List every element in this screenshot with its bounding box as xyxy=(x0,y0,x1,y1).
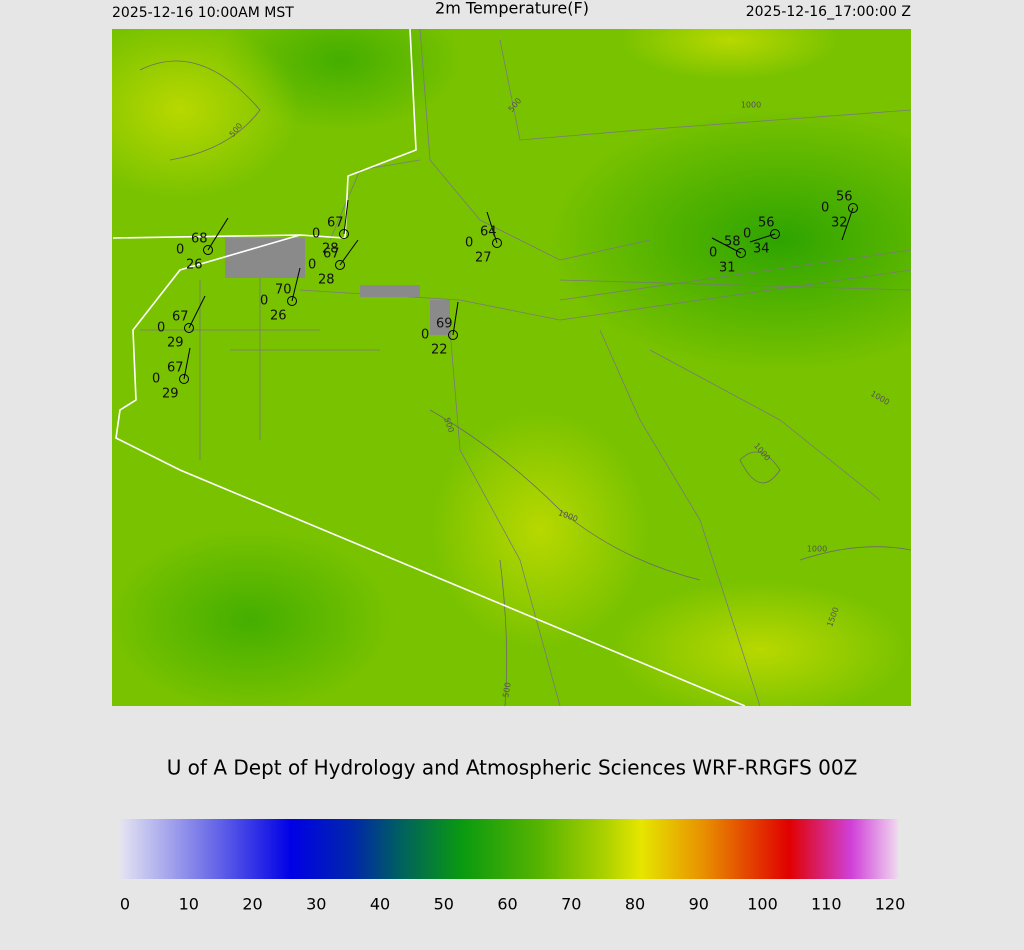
colorbar-tick-label: 10 xyxy=(179,895,199,914)
station-temperature: 56 xyxy=(758,216,775,231)
colorbar-tick-label: 80 xyxy=(625,895,645,914)
colorbar-tick-label: 100 xyxy=(747,895,778,914)
station-dewpoint: 29 xyxy=(167,336,184,351)
colorbar-tick-label: 50 xyxy=(434,895,454,914)
colorbar-tick-label: 110 xyxy=(811,895,842,914)
wind-barb xyxy=(291,267,301,302)
station-circle xyxy=(448,330,458,340)
valid-local: 2025-12-16 10:00AM MST xyxy=(112,5,294,21)
contour-label: 1000 xyxy=(807,545,827,554)
map-title: 2m Temperature(F) xyxy=(435,0,589,18)
station-circle xyxy=(339,229,349,239)
station-circle xyxy=(179,374,189,384)
station-dewpoint: 27 xyxy=(475,251,492,266)
colorbar-tick-label: 40 xyxy=(370,895,390,914)
station-pressure: 0 xyxy=(709,246,717,261)
station-dewpoint: 28 xyxy=(322,242,339,257)
station-pressure: 0 xyxy=(821,201,829,216)
wind-barb xyxy=(486,211,498,244)
station-circle xyxy=(287,296,297,306)
colorbar-tick-label: 20 xyxy=(242,895,262,914)
station-dewpoint: 28 xyxy=(318,273,335,288)
colorbar-tick-label: 90 xyxy=(689,895,709,914)
warm-area xyxy=(112,29,300,200)
contour-label: 1000 xyxy=(741,101,761,110)
station-dewpoint: 34 xyxy=(753,242,770,257)
wind-barb xyxy=(711,237,742,254)
station-pressure: 0 xyxy=(176,243,184,258)
cool-area xyxy=(112,530,390,706)
station-pressure: 0 xyxy=(260,294,268,309)
station-dewpoint: 26 xyxy=(186,258,203,273)
colorbar xyxy=(120,819,898,879)
colorbar-tick-label: 70 xyxy=(561,895,581,914)
warm-area xyxy=(610,580,910,706)
contours xyxy=(139,60,911,706)
station-pressure: 0 xyxy=(152,372,160,387)
station-pressure: 0 xyxy=(157,321,165,336)
roads xyxy=(140,29,911,706)
wind-barb xyxy=(188,295,206,329)
wind-barb xyxy=(183,347,191,380)
contour-label: 500 xyxy=(501,682,513,699)
station-pressure: 0 xyxy=(743,227,751,242)
station-temperature: 58 xyxy=(724,235,741,250)
warm-area xyxy=(430,410,650,650)
credit: U of A Dept of Hydrology and Atmospheric… xyxy=(167,756,858,780)
valid-utc: 2025-12-16_17:00:00 Z xyxy=(746,4,911,20)
station-circle xyxy=(203,245,213,255)
colorbar-tick-label: 0 xyxy=(120,895,130,914)
station-pressure: 0 xyxy=(312,227,320,242)
border xyxy=(112,29,746,706)
station-temperature: 67 xyxy=(172,310,189,325)
station-dewpoint: 32 xyxy=(831,216,848,231)
colorbar-tick-label: 60 xyxy=(497,895,517,914)
wind-barb xyxy=(339,239,359,266)
cool-area xyxy=(550,110,911,370)
colorbar-tick-label: 120 xyxy=(875,895,906,914)
station-dewpoint: 26 xyxy=(270,309,287,324)
station-dewpoint: 31 xyxy=(719,261,736,276)
station-circle xyxy=(335,260,345,270)
station-circle xyxy=(184,323,194,333)
wind-barb xyxy=(452,301,459,336)
station-dewpoint: 22 xyxy=(431,343,448,358)
station-temperature: 67 xyxy=(323,247,340,262)
station-pressure: 0 xyxy=(465,236,473,251)
station-circle xyxy=(492,238,502,248)
wind-barb xyxy=(343,199,349,235)
warm-area xyxy=(620,29,840,80)
colorbar-tick-label: 30 xyxy=(306,895,326,914)
station-circle xyxy=(770,229,780,239)
station-temperature: 67 xyxy=(167,361,184,376)
station-circle xyxy=(848,203,858,213)
station-pressure: 0 xyxy=(308,258,316,273)
station-temperature: 69 xyxy=(436,317,453,332)
station-circle xyxy=(736,248,746,258)
station-temperature: 64 xyxy=(480,225,497,240)
wind-barb xyxy=(207,217,229,251)
station-temperature: 67 xyxy=(327,216,344,231)
station-temperature: 68 xyxy=(191,232,208,247)
station-temperature: 70 xyxy=(275,283,292,298)
station-pressure: 0 xyxy=(421,328,429,343)
station-dewpoint: 29 xyxy=(162,387,179,402)
station-temperature: 56 xyxy=(836,190,853,205)
wind-barb xyxy=(841,207,854,241)
